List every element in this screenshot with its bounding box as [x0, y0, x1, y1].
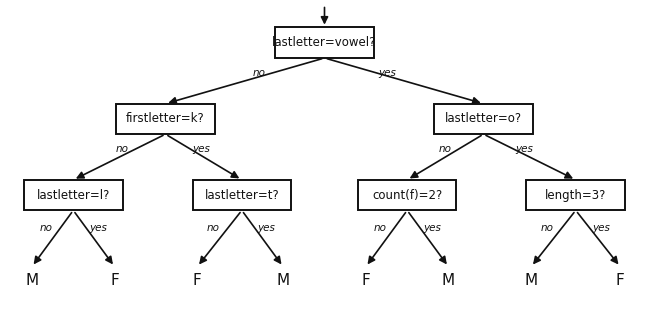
Text: F: F [616, 273, 624, 288]
FancyBboxPatch shape [358, 180, 456, 210]
Text: no: no [373, 223, 386, 233]
FancyBboxPatch shape [193, 180, 291, 210]
Text: yes: yes [378, 67, 396, 78]
Text: F: F [361, 273, 370, 288]
Text: yes: yes [193, 144, 210, 154]
Text: no: no [439, 144, 452, 154]
Text: no: no [253, 67, 266, 78]
Text: M: M [25, 273, 38, 288]
Text: lastletter=l?: lastletter=l? [36, 188, 110, 202]
Text: lastletter=vowel?: lastletter=vowel? [273, 36, 376, 49]
FancyBboxPatch shape [116, 104, 215, 134]
Text: yes: yes [593, 223, 610, 233]
Text: yes: yes [258, 223, 275, 233]
Text: F: F [110, 273, 119, 288]
Text: yes: yes [89, 223, 107, 233]
Text: yes: yes [515, 144, 533, 154]
Text: no: no [40, 223, 53, 233]
Text: no: no [541, 223, 554, 233]
Text: F: F [193, 273, 202, 288]
FancyBboxPatch shape [526, 180, 625, 210]
Text: count(f)=2?: count(f)=2? [372, 188, 443, 202]
Text: M: M [276, 273, 289, 288]
FancyBboxPatch shape [434, 104, 533, 134]
Text: firstletter=k?: firstletter=k? [126, 112, 205, 125]
Text: lastletter=t?: lastletter=t? [204, 188, 279, 202]
FancyBboxPatch shape [275, 27, 374, 58]
Text: M: M [524, 273, 538, 288]
Text: M: M [442, 273, 455, 288]
Text: no: no [116, 144, 129, 154]
Text: length=3?: length=3? [545, 188, 606, 202]
Text: yes: yes [423, 223, 441, 233]
FancyBboxPatch shape [24, 180, 123, 210]
Text: no: no [207, 223, 220, 233]
Text: lastletter=o?: lastletter=o? [445, 112, 522, 125]
